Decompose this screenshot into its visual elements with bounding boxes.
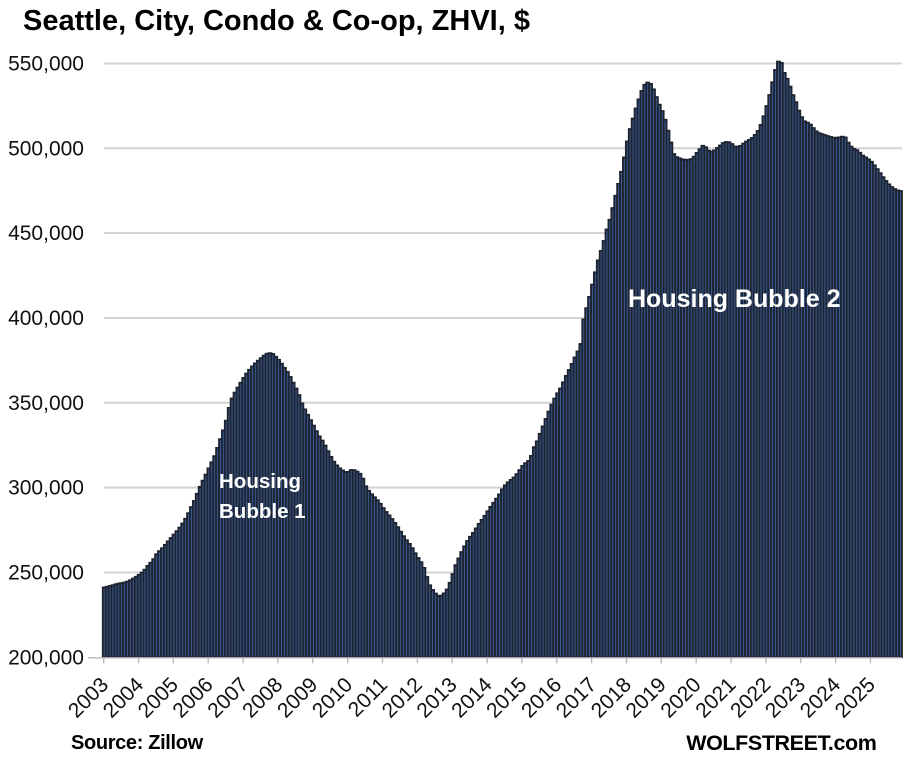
svg-text:Source: Zillow: Source: Zillow	[71, 732, 204, 754]
svg-text:250,000: 250,000	[8, 562, 84, 585]
svg-text:2025: 2025	[831, 673, 880, 722]
svg-text:450,000: 450,000	[8, 222, 84, 245]
svg-text:400,000: 400,000	[8, 307, 84, 330]
svg-text:Seattle, City, Condo & Co-op,: Seattle, City, Condo & Co-op, ZHVI, $	[23, 5, 530, 37]
svg-text:Housing: Housing	[219, 470, 301, 493]
svg-text:Housing Bubble 2: Housing Bubble 2	[628, 285, 841, 313]
svg-text:350,000: 350,000	[8, 392, 84, 415]
svg-text:550,000: 550,000	[8, 53, 84, 76]
svg-text:500,000: 500,000	[8, 137, 84, 160]
svg-text:WOLFSTREET.com: WOLFSTREET.com	[686, 731, 876, 755]
svg-text:200,000: 200,000	[8, 646, 84, 669]
svg-text:Bubble 1: Bubble 1	[219, 500, 306, 523]
svg-text:300,000: 300,000	[8, 477, 84, 500]
